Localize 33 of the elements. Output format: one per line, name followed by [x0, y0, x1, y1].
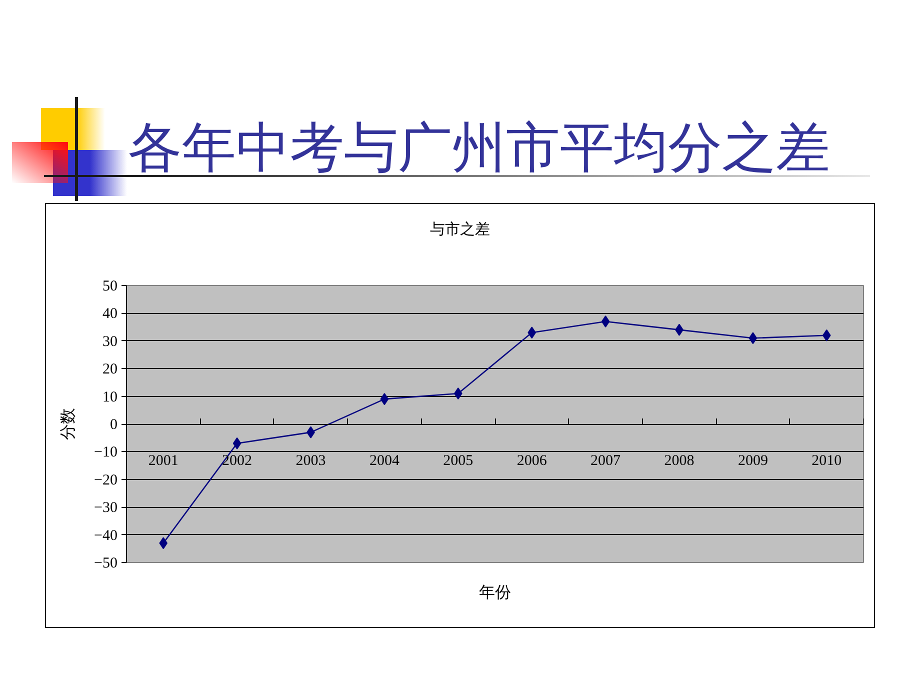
x-tick-label: 2001	[148, 453, 178, 469]
y-tick-label: 10	[102, 389, 118, 406]
y-tick-label: 0	[110, 417, 118, 433]
chart-subtitle: 与市之差	[429, 219, 491, 239]
y-tick-label: −10	[94, 444, 118, 461]
x-tick-label: 2010	[812, 453, 842, 469]
y-tick-label: −20	[94, 472, 118, 488]
x-tick-label: 2006	[516, 453, 548, 469]
point	[822, 329, 831, 342]
y-tick-label: 40	[102, 306, 118, 322]
x-tick-label: 2003	[296, 453, 326, 469]
point	[528, 326, 536, 339]
y-axis-title: 分数	[58, 408, 78, 440]
y-tick-label: 20	[102, 362, 118, 378]
x-tick-label: 2009	[738, 453, 768, 469]
x-axis-title: 年份	[479, 582, 511, 602]
point	[159, 537, 168, 550]
point	[454, 388, 462, 400]
y-tick-label: 30	[102, 334, 118, 350]
x-tick-label: 2008	[664, 453, 694, 469]
y-tick-label: 50	[102, 278, 118, 294]
point	[748, 332, 758, 344]
point	[601, 316, 610, 328]
x-tick-label: 2004	[369, 453, 400, 469]
point	[380, 393, 389, 406]
x-tick-label: 2007	[590, 453, 622, 469]
x-tick-label: 2002	[222, 453, 252, 469]
point	[232, 437, 242, 450]
y-tick-label: −50	[94, 556, 118, 572]
x-tick-label: 2005	[443, 453, 474, 469]
y-tick-label: −40	[94, 528, 118, 544]
y-tick-label: −30	[94, 500, 118, 516]
chart-title: 各年中考与广州市平均分之差	[128, 116, 830, 179]
